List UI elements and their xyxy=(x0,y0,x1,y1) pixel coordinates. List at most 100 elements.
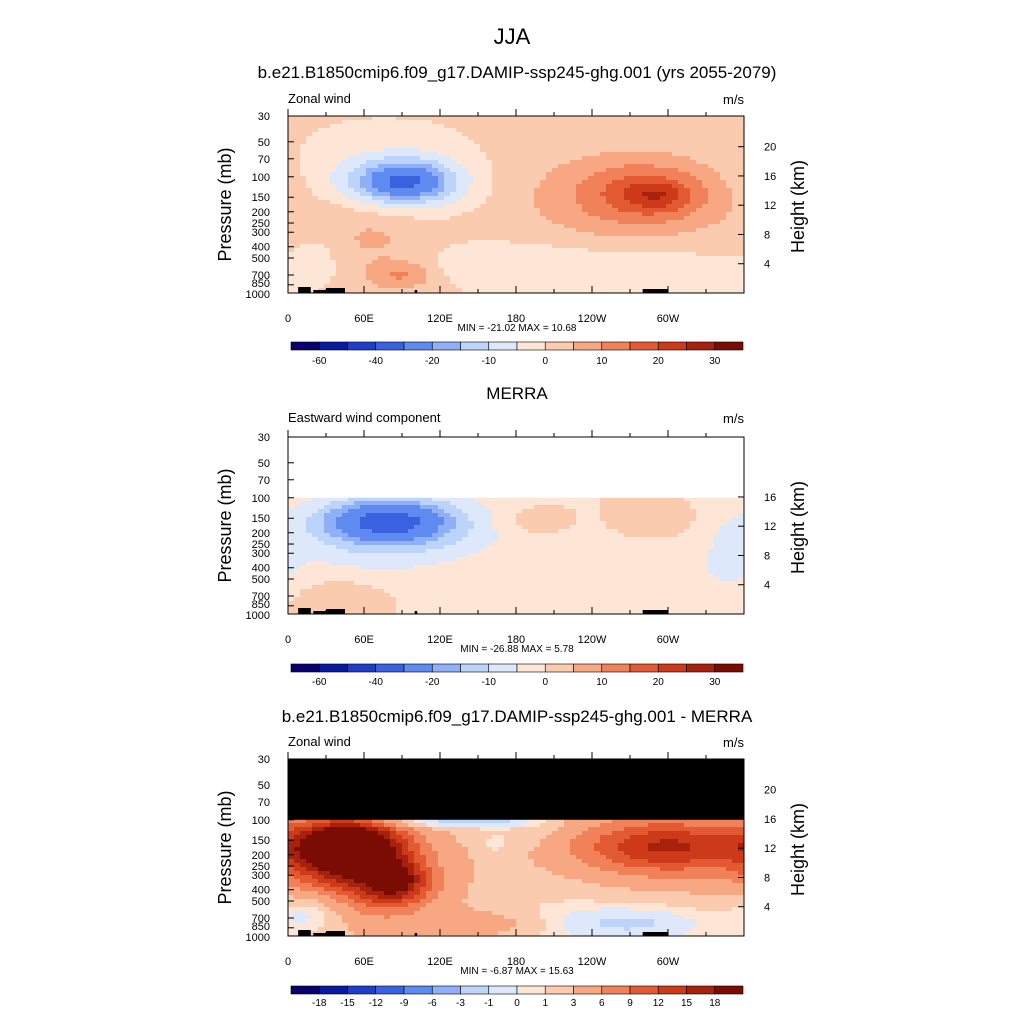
field-cell xyxy=(462,160,469,165)
field-cell xyxy=(600,260,607,265)
field-cell xyxy=(372,172,379,177)
field-cell xyxy=(378,216,385,221)
field-cell xyxy=(696,220,703,225)
field-cell xyxy=(414,156,421,161)
field-cell xyxy=(294,140,301,145)
field-cell xyxy=(588,160,595,165)
field-cell xyxy=(594,232,601,237)
field-cell xyxy=(402,236,409,241)
field-cell xyxy=(708,284,715,289)
field-cell xyxy=(342,288,349,293)
field-cell xyxy=(534,160,541,165)
field-cell xyxy=(534,164,541,169)
field-cell xyxy=(444,260,451,265)
field-cell xyxy=(330,188,337,193)
field-cell xyxy=(324,132,331,137)
field-cell xyxy=(420,497,427,502)
field-cell xyxy=(372,196,379,201)
field-cell xyxy=(618,136,625,141)
field-cell xyxy=(408,276,415,281)
field-cell xyxy=(654,228,661,233)
field-cell xyxy=(438,509,445,514)
field-cell xyxy=(420,224,427,229)
field-cell xyxy=(312,264,319,269)
field-cell xyxy=(630,184,637,189)
field-cell xyxy=(360,280,367,285)
field-cell xyxy=(588,264,595,269)
field-cell xyxy=(588,260,595,265)
field-cell xyxy=(612,148,619,153)
field-cell xyxy=(732,284,739,289)
field-cell xyxy=(426,192,433,197)
field-cell xyxy=(486,248,493,253)
field-cell xyxy=(576,256,583,261)
field-cell xyxy=(618,280,625,285)
field-cell xyxy=(678,204,685,209)
field-cell xyxy=(420,280,427,285)
field-cell xyxy=(618,152,625,157)
field-cell xyxy=(468,204,475,209)
colorbar-label: 0 xyxy=(542,356,548,367)
field-cell xyxy=(690,164,697,169)
field-cell xyxy=(420,513,427,518)
field-cell xyxy=(660,144,667,149)
field-cell xyxy=(456,132,463,137)
field-cell xyxy=(384,208,391,213)
field-cell xyxy=(426,200,433,205)
field-cell xyxy=(492,220,499,225)
field-cell xyxy=(576,172,583,177)
field-cell xyxy=(726,272,733,277)
field-cell xyxy=(384,276,391,281)
field-cell xyxy=(300,228,307,233)
field-cell xyxy=(636,288,643,293)
field-cell xyxy=(318,232,325,237)
field-cell xyxy=(528,188,535,193)
field-cell xyxy=(288,160,295,165)
field-cell xyxy=(384,200,391,205)
field-cell xyxy=(360,264,367,269)
field-cell xyxy=(492,160,499,165)
field-cell xyxy=(648,188,655,193)
field-cell xyxy=(498,260,505,265)
field-cell xyxy=(738,208,744,213)
field-cell xyxy=(306,252,313,257)
field-cell xyxy=(294,276,301,281)
field-cell xyxy=(540,224,547,229)
field-cell xyxy=(372,204,379,209)
field-cell xyxy=(696,144,703,149)
field-cell xyxy=(720,116,727,121)
field-cell xyxy=(462,244,469,249)
field-cell xyxy=(702,188,709,193)
field-cell xyxy=(720,200,727,205)
field-cell xyxy=(414,188,421,193)
field-cell xyxy=(396,204,403,209)
field-cell xyxy=(534,244,541,249)
field-cell xyxy=(594,288,601,293)
field-cell xyxy=(732,272,739,277)
field-cell xyxy=(522,124,529,129)
field-cell xyxy=(504,248,511,253)
field-cell xyxy=(390,120,397,125)
field-cell xyxy=(666,268,673,273)
field-cell xyxy=(306,176,313,181)
field-cell xyxy=(690,128,697,133)
field-cell xyxy=(624,264,631,269)
field-cell xyxy=(360,216,367,221)
field-cell xyxy=(498,192,505,197)
field-cell xyxy=(624,192,631,197)
field-cell xyxy=(570,148,577,153)
field-cell xyxy=(714,204,721,209)
field-cell xyxy=(534,497,541,502)
field-cell xyxy=(468,156,475,161)
field-cell xyxy=(408,124,415,129)
field-cell xyxy=(294,228,301,233)
field-cell xyxy=(486,276,493,281)
field-cell xyxy=(396,172,403,177)
field-cell xyxy=(558,240,565,245)
field-cell xyxy=(738,188,744,193)
field-cell xyxy=(624,156,631,161)
field-cell xyxy=(402,284,409,289)
field-cell xyxy=(450,200,457,205)
field-cell xyxy=(372,268,379,273)
field-cell xyxy=(372,144,379,149)
